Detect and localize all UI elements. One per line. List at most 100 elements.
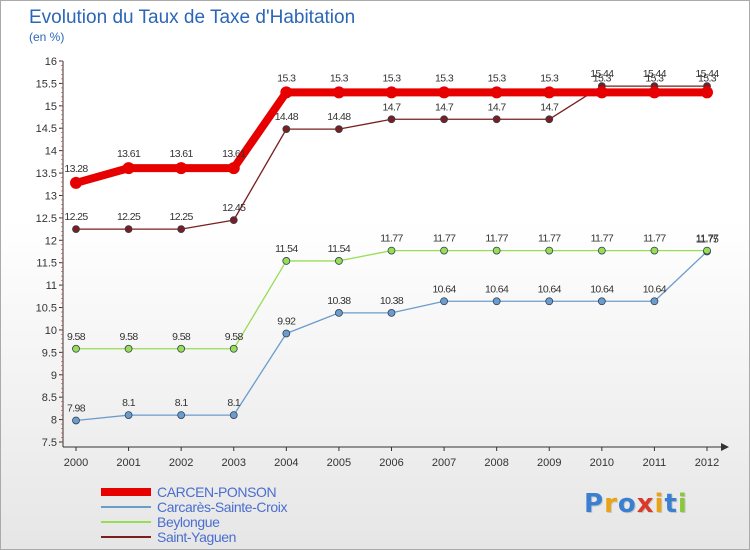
legend-label: CARCEN-PONSON [157, 484, 277, 500]
data-labels-layer: 7.98 8.1 8.1 8.1 9.92 10.38 10.38 10.64 10.64 10.… [64, 68, 720, 414]
data-label-saint-yaguen: 15.44 [643, 68, 667, 80]
legend-swatch [101, 521, 151, 523]
x-tick-label: 2011 [643, 457, 667, 469]
data-point-beylongue [440, 246, 448, 255]
x-tick-label: 2003 [222, 457, 246, 469]
legend-label: Beylongue [157, 514, 220, 530]
data-label-carcen-ponson: 15.3 [698, 72, 717, 84]
x-tick-label: 2004 [274, 457, 298, 469]
data-label-saint-yaguen: 14.7 [488, 101, 507, 113]
x-tick-label: 2008 [484, 457, 508, 469]
y-tick-label: 7.5 [42, 437, 57, 449]
logo-letter: i [654, 489, 665, 519]
y-tick-label: 10.5 [36, 303, 57, 315]
data-label-saint-yaguen: 12.25 [117, 211, 141, 223]
logo-letter: i [677, 489, 688, 519]
data-point-beylongue [124, 344, 133, 353]
data-point-saint-yaguen [124, 225, 133, 233]
data-point-carcen-ponson [648, 86, 661, 99]
legend-item-saint-yaguen: Saint-Yaguen [101, 529, 361, 545]
data-label-beylongue: 11.54 [328, 243, 351, 255]
data-point-saint-yaguen [440, 115, 448, 124]
y-tick-label: 11 [46, 280, 57, 292]
data-label-carcar-s-sainte-croix: 10.38 [327, 295, 351, 307]
chart-title: Evolution du Taux de Taxe d'Habitation [29, 7, 356, 28]
data-point-carcen-ponson [543, 86, 556, 99]
data-label-carcar-s-sainte-croix: 10.64 [590, 283, 614, 295]
x-tick-label: 2001 [116, 457, 140, 469]
data-point-saint-yaguen [72, 225, 80, 233]
series-line-carcar-s-sainte-croix [75, 250, 708, 422]
data-label-carcen-ponson: 15.3 [540, 72, 559, 84]
x-tick-label: 2012 [695, 457, 719, 469]
legend-item-carcares-sainte-croix: Carcarès-Sainte-Croix [101, 499, 361, 515]
data-label-carcen-ponson: 13.61 [117, 148, 141, 160]
data-point-saint-yaguen [545, 115, 554, 124]
y-tick-label: 13.5 [36, 168, 57, 180]
data-point-carcen-ponson [175, 162, 188, 175]
data-label-carcen-ponson: 13.28 [64, 163, 88, 175]
y-tick-label: 8 [51, 415, 57, 427]
legend-item-beylongue: Beylongue [101, 514, 361, 530]
data-point-carcar-s-sainte-croix [440, 297, 448, 306]
data-point-carcen-ponson [595, 86, 608, 99]
y-tick-label: 8.5 [42, 392, 57, 404]
data-point-carcen-ponson [385, 86, 398, 99]
data-point-carcen-ponson [701, 86, 713, 99]
legend-item-carcen-ponson: CARCEN-PONSON [101, 484, 361, 500]
data-point-carcen-ponson [438, 86, 451, 99]
data-point-beylongue [703, 246, 711, 255]
data-point-beylongue [282, 257, 291, 265]
data-point-beylongue [387, 246, 396, 255]
series-layer [70, 82, 713, 425]
data-point-carcar-s-sainte-croix [124, 411, 133, 420]
data-point-carcen-ponson [332, 86, 345, 99]
axes: 7.5 8 8.5 9 9.5 10 10.5 11 11.5 12 12.5 13 13.5 14 14.… [36, 56, 729, 469]
data-label-carcen-ponson: 15.3 [645, 72, 664, 84]
data-label-beylongue: 11.77 [591, 233, 614, 245]
data-label-saint-yaguen: 12.25 [170, 211, 194, 223]
data-point-beylongue [335, 257, 343, 265]
data-label-carcar-s-sainte-croix: 10.64 [432, 283, 456, 295]
data-label-saint-yaguen: 14.7 [435, 101, 454, 113]
data-label-carcen-ponson: 13.61 [222, 148, 246, 160]
legend-label: Saint-Yaguen [157, 529, 237, 545]
data-label-carcar-s-sainte-croix: 8.1 [122, 397, 136, 409]
x-axis-arrow [721, 443, 729, 451]
data-label-beylongue: 11.54 [275, 243, 298, 255]
data-label-carcar-s-sainte-croix: 10.38 [380, 295, 404, 307]
logo-letter: t [664, 489, 678, 519]
proxiti-logo: Proxiti [584, 489, 688, 519]
legend-label: Carcarès-Sainte-Croix [157, 499, 288, 515]
legend-swatch [101, 506, 151, 508]
data-label-saint-yaguen: 15.44 [590, 68, 614, 80]
y-tick-label: 16 [45, 56, 57, 68]
data-label-carcen-ponson: 13.61 [170, 148, 194, 160]
y-tick-label: 11.5 [36, 258, 57, 270]
data-label-saint-yaguen: 14.7 [540, 101, 559, 113]
data-label-beylongue: 11.77 [696, 233, 719, 245]
y-tick-label: 10 [45, 325, 57, 337]
data-label-beylongue: 9.58 [67, 331, 86, 343]
y-tick-label: 15 [45, 101, 57, 113]
data-label-beylongue: 9.58 [225, 331, 244, 343]
x-tick-label: 2005 [327, 457, 351, 469]
data-point-saint-yaguen [282, 125, 291, 134]
data-point-beylongue [492, 246, 501, 255]
data-label-carcar-s-sainte-croix: 10.64 [643, 283, 667, 295]
data-label-carcar-s-sainte-croix: 10.64 [485, 283, 509, 295]
data-label-carcar-s-sainte-croix: 9.92 [277, 316, 296, 328]
data-label-saint-yaguen: 14.48 [275, 111, 299, 123]
data-label-carcar-s-sainte-croix: 7.98 [67, 402, 86, 414]
logo-letter: r [604, 489, 618, 519]
data-point-carcar-s-sainte-croix [282, 329, 291, 338]
data-point-saint-yaguen [335, 125, 343, 134]
legend-swatch [101, 536, 151, 538]
y-tick-label: 9.5 [42, 347, 57, 359]
data-point-carcen-ponson [227, 162, 240, 175]
data-label-carcar-s-sainte-croix: 10.64 [538, 283, 562, 295]
y-tick-label: 9 [51, 370, 57, 382]
data-label-carcen-ponson: 15.3 [435, 72, 454, 84]
data-label-beylongue: 9.58 [120, 331, 139, 343]
